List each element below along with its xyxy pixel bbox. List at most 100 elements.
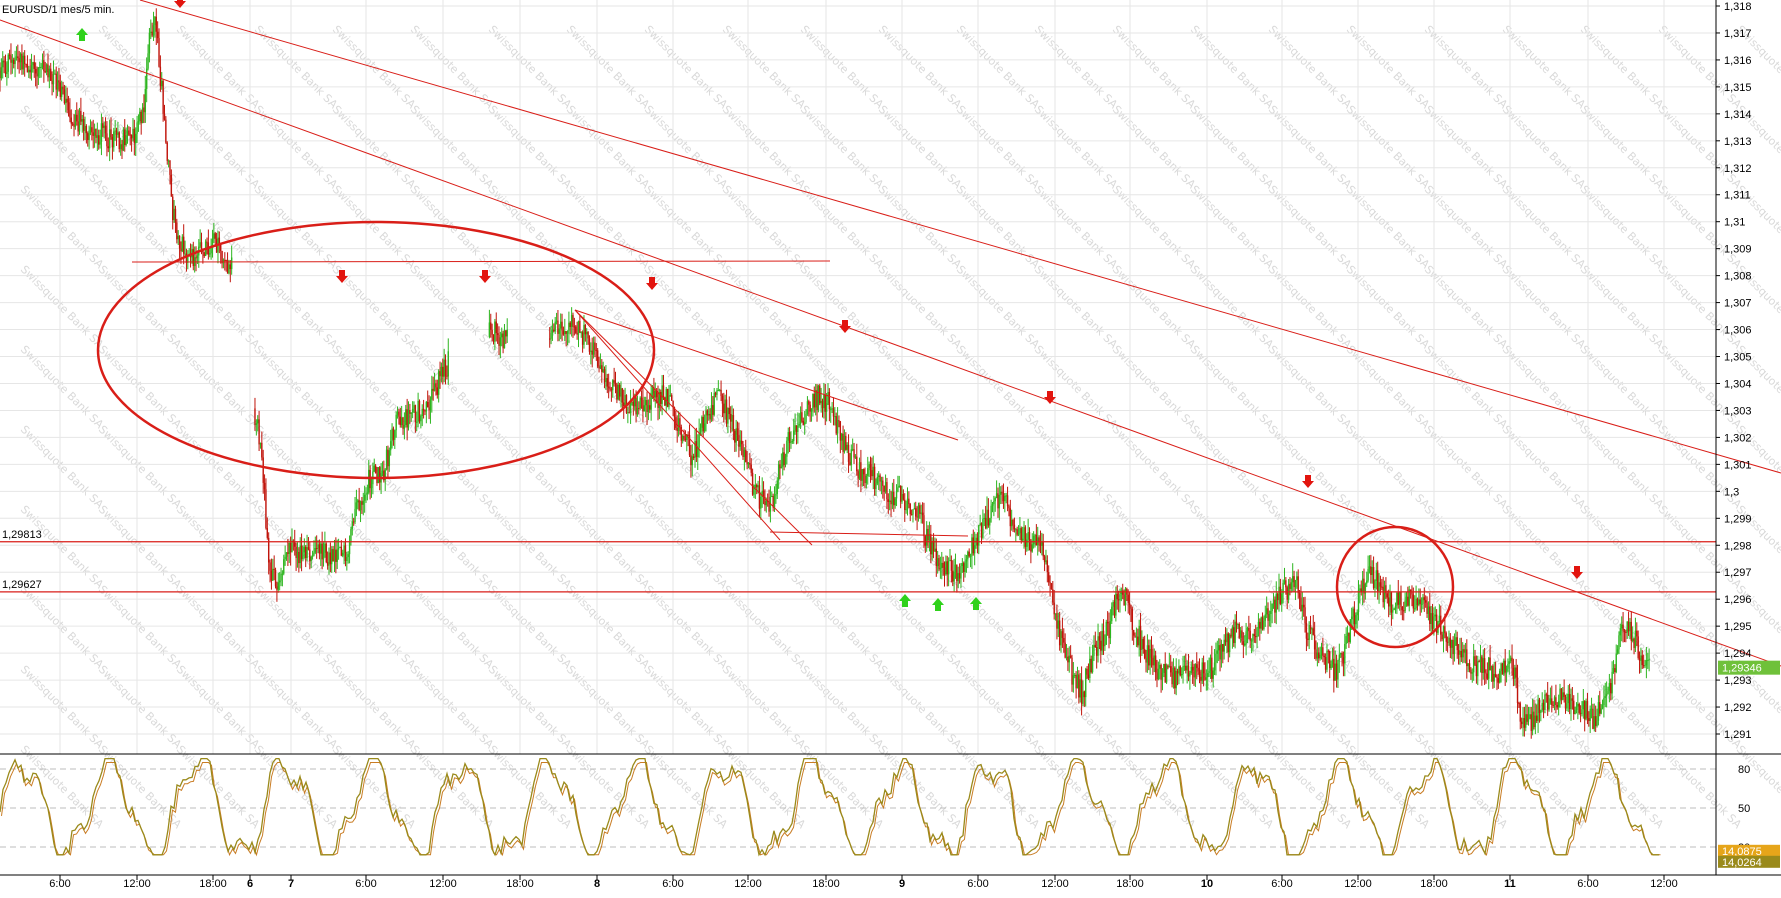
- candle-body: [660, 391, 662, 404]
- candle-body: [1197, 668, 1199, 672]
- candle-body: [1164, 663, 1166, 683]
- candle-body: [494, 321, 496, 342]
- candlestick-series: [0, 8, 1650, 739]
- candle-body: [176, 222, 178, 240]
- candle-body: [161, 80, 163, 87]
- candle-body: [979, 523, 981, 526]
- candle-body: [1104, 644, 1106, 647]
- candle-body: [1610, 683, 1612, 694]
- down-arrow-icon: [839, 320, 851, 333]
- candle-body: [1429, 606, 1431, 625]
- candle-body: [1228, 634, 1231, 653]
- candle-body: [724, 399, 726, 414]
- candle-body: [1283, 580, 1286, 583]
- level-label: 1,29627: [2, 579, 42, 591]
- candle-body: [158, 38, 160, 67]
- candle-body: [156, 31, 159, 39]
- candle-body: [1171, 672, 1173, 685]
- candle-body: [960, 566, 962, 579]
- candle-body: [1035, 534, 1038, 546]
- candle-body: [1260, 617, 1262, 629]
- candle-body: [1311, 628, 1313, 630]
- candle-body: [15, 56, 18, 58]
- candle-body: [1564, 696, 1567, 709]
- candle-body: [757, 485, 759, 488]
- candle-body: [1626, 621, 1628, 633]
- candle-body: [912, 509, 914, 515]
- candle-body: [990, 505, 992, 519]
- candle-body: [399, 416, 401, 426]
- candle-body: [924, 536, 927, 546]
- candle-body: [1361, 578, 1364, 593]
- candle-body: [806, 401, 809, 415]
- candle-body: [564, 331, 566, 335]
- candle-body: [167, 160, 170, 162]
- candle-body: [1531, 711, 1534, 731]
- candle-body: [417, 400, 419, 422]
- candle-body: [296, 551, 299, 558]
- candle-body: [80, 110, 82, 122]
- candle-body: [1389, 592, 1391, 607]
- candle-body: [99, 141, 101, 145]
- candle-body: [550, 332, 552, 339]
- candle-body: [1131, 608, 1134, 630]
- candle-body: [957, 573, 959, 581]
- candle-body: [1583, 701, 1586, 720]
- candle-body: [1509, 657, 1512, 662]
- candle-body: [352, 521, 355, 523]
- candle-body: [1379, 582, 1382, 587]
- candle-body: [1481, 656, 1483, 673]
- candle-body: [374, 465, 377, 474]
- candle-body: [587, 331, 589, 339]
- candle-body: [0, 67, 3, 79]
- candle-body: [1537, 699, 1539, 721]
- candle-body: [1248, 628, 1250, 631]
- candle-body: [729, 414, 732, 422]
- candle-body: [553, 329, 555, 332]
- candle-body: [703, 423, 706, 432]
- candle-body: [1546, 694, 1549, 710]
- candle-body: [302, 552, 304, 560]
- candle-body: [1061, 631, 1064, 638]
- candle-body: [1047, 572, 1050, 583]
- candle-body: [1050, 583, 1053, 590]
- candle-body: [676, 427, 678, 431]
- candle-body: [1238, 624, 1240, 638]
- candle-body: [756, 485, 758, 488]
- candle-body: [851, 449, 854, 451]
- candle-body: [809, 404, 811, 412]
- candle-body: [882, 480, 884, 486]
- candle-body: [950, 559, 953, 571]
- candle-body: [1316, 652, 1319, 659]
- candle-body: [1307, 638, 1309, 640]
- candle-body: [32, 62, 34, 66]
- grid-layer: [0, 0, 1716, 754]
- candle-body: [610, 389, 613, 391]
- candle-body: [58, 80, 60, 83]
- candle-body: [734, 430, 736, 443]
- candle-body: [1640, 655, 1642, 661]
- candle-body: [69, 110, 71, 118]
- candle-body: [1611, 671, 1613, 694]
- candle-body: [1544, 694, 1546, 710]
- candle-body: [492, 334, 495, 342]
- arrow-head: [839, 326, 851, 333]
- annotation-layer: 1,29813 1,29627: [0, 0, 1781, 667]
- candle-body: [681, 435, 684, 441]
- candle-body: [502, 333, 504, 349]
- oscillator-tick-label: 50: [1738, 803, 1750, 815]
- candle-body: [1234, 621, 1236, 644]
- candle-body: [8, 54, 11, 56]
- candle-body: [1346, 632, 1349, 637]
- candle-body: [1274, 599, 1276, 613]
- arrow-head: [1302, 481, 1314, 488]
- candle-body: [1322, 647, 1324, 656]
- candle-body: [984, 517, 987, 529]
- candle-body: [1424, 600, 1427, 603]
- candle-body: [1168, 666, 1171, 668]
- candle-body: [203, 252, 205, 257]
- candle-body: [823, 394, 825, 409]
- candle-body: [1152, 657, 1154, 666]
- candle-body: [444, 359, 447, 376]
